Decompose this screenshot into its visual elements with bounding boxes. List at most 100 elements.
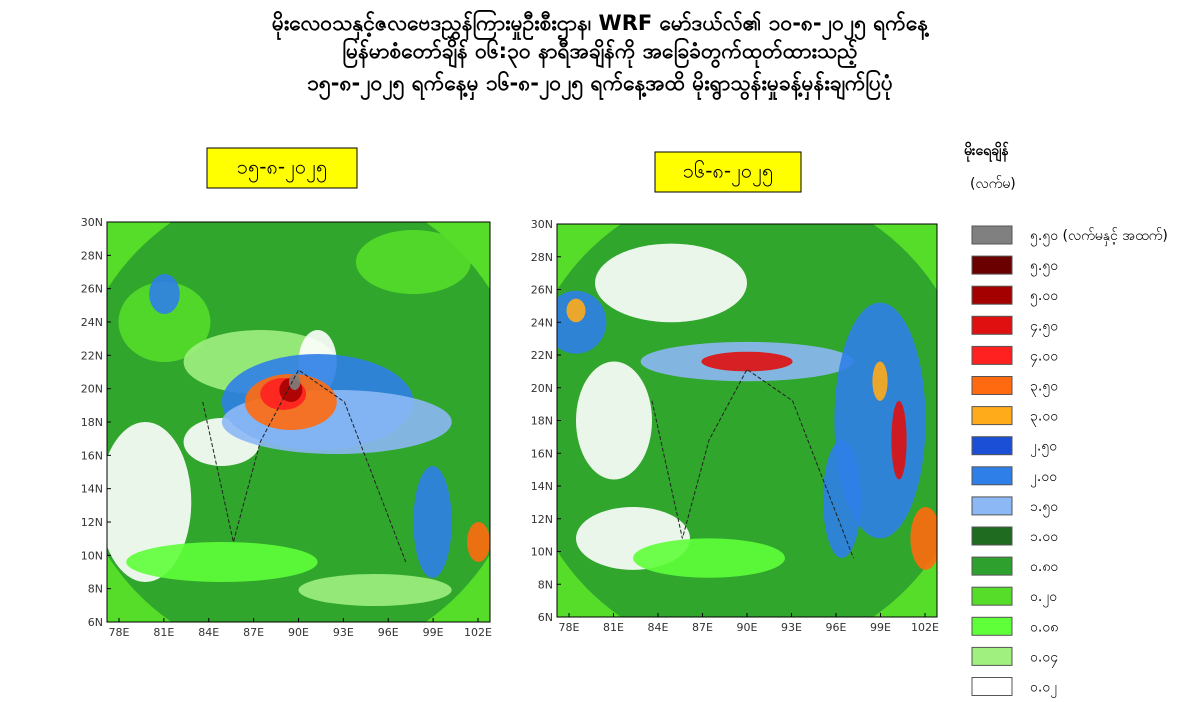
x-tick-label: 87E — [692, 621, 713, 634]
y-tick-label: 12N — [531, 513, 553, 526]
x-tick-label: 81E — [603, 621, 624, 634]
y-tick-label: 30N — [81, 216, 103, 229]
x-tick-label: 99E — [423, 626, 444, 639]
y-tick-label: 6N — [538, 611, 553, 624]
legend-swatch — [971, 616, 1013, 636]
legend-swatch — [971, 496, 1013, 516]
rain-area — [891, 400, 907, 480]
legend-swatch — [971, 255, 1013, 275]
legend-label: ၁.၅၀ — [1030, 499, 1058, 517]
map-field — [557, 224, 937, 617]
legend-label: ၅.၅၀ — [1030, 258, 1058, 276]
y-tick-label: 26N — [531, 284, 553, 297]
x-tick-label: 81E — [153, 626, 174, 639]
rain-area — [107, 422, 192, 582]
x-tick-label: 84E — [648, 621, 669, 634]
x-tick-label: 102E — [464, 626, 492, 639]
rain-area — [566, 298, 586, 323]
legend-label: ၃.၀၀ — [1030, 409, 1058, 427]
x-tick-label: 93E — [333, 626, 354, 639]
legend-swatch — [971, 315, 1013, 335]
x-tick-label: 78E — [109, 626, 130, 639]
legend-swatch — [971, 285, 1013, 305]
legend-swatch — [971, 586, 1013, 606]
rain-area — [467, 522, 490, 562]
legend-swatch — [971, 526, 1013, 546]
rain-area — [298, 574, 452, 606]
legend-swatch — [971, 646, 1013, 666]
rain-area — [355, 230, 471, 294]
rain-area — [288, 374, 301, 390]
rain-area — [633, 538, 785, 578]
legend-label: ၀.၀၈ — [1030, 619, 1058, 635]
legend-label: ၁.၀၀ — [1030, 529, 1058, 545]
y-tick-label: 26N — [81, 283, 103, 296]
rain-area — [823, 440, 861, 559]
y-tick-label: 8N — [88, 583, 103, 596]
legend-swatch — [971, 376, 1013, 395]
y-tick-label: 28N — [81, 249, 103, 262]
legend-label: ၀.၂၀ — [1030, 589, 1057, 607]
y-tick-label: 8N — [538, 578, 553, 591]
map-field — [107, 222, 490, 622]
legend-swatch — [971, 345, 1013, 365]
y-tick-label: 22N — [531, 349, 553, 362]
legend-unit: (လက်မ) — [970, 176, 1016, 192]
y-tick-label: 20N — [531, 382, 553, 395]
y-tick-label: 20N — [81, 383, 103, 396]
legend-swatch — [971, 406, 1013, 426]
title-line: မြန်မာစံတော်ချိန် ၀၆:၃၀ နာရီအချိန်ကို အခ… — [342, 36, 857, 69]
y-tick-label: 10N — [81, 549, 103, 562]
legend-label: ၄.၀၀ — [1030, 348, 1058, 366]
y-tick-label: 22N — [81, 349, 103, 362]
y-tick-label: 16N — [81, 449, 103, 462]
coastline — [651, 368, 854, 559]
x-tick-label: 90E — [737, 621, 758, 634]
legend-label: ၄.၅၀ — [1030, 318, 1058, 336]
legend-label: ၀.၀၄ — [1030, 649, 1058, 667]
y-tick-label: 14N — [81, 483, 103, 496]
rain-area — [872, 361, 888, 401]
y-tick-label: 14N — [531, 480, 553, 493]
legend-label: ၂.၅၀ — [1030, 439, 1057, 457]
title-line: မိုးလေဝသနှင့်ဇလဗေဒညွှန်ကြားမှုဦးစီးဌာန၊ … — [272, 8, 931, 41]
legend-swatch — [971, 225, 1013, 245]
y-tick-label: 30N — [531, 218, 553, 231]
rain-area — [126, 542, 318, 582]
legend-swatch — [971, 556, 1013, 576]
y-tick-label: 6N — [88, 616, 103, 629]
x-tick-label: 90E — [288, 626, 309, 639]
legend-label: ၀.၀၂ — [1030, 680, 1057, 698]
rain-area — [413, 466, 452, 578]
legend-label: ၅.၅၀ (လက်မနှင့် အထက်) — [1030, 228, 1168, 246]
legend-swatch — [971, 436, 1013, 456]
date-box — [206, 147, 358, 189]
legend-swatch — [971, 466, 1013, 486]
legend-swatch — [971, 677, 1013, 696]
x-tick-label: 87E — [243, 626, 264, 639]
x-tick-label: 78E — [559, 621, 580, 634]
x-tick-label: 96E — [378, 626, 399, 639]
legend-label: ၂.၀၀ — [1030, 469, 1057, 487]
y-tick-label: 12N — [81, 516, 103, 529]
legend-label: ၅.၀၀ — [1030, 288, 1058, 306]
x-tick-label: 99E — [870, 621, 891, 634]
y-tick-label: 16N — [531, 447, 553, 460]
date-box — [654, 151, 802, 193]
y-tick-label: 28N — [531, 251, 553, 264]
title-line: ၁၅-၈-၂၀၂၅ ရက်နေ့မှ ၁၆-၈-၂၀၂၅ ရက်နေ့အထိ မ… — [307, 68, 893, 101]
legend-label: ၀.၈၀ — [1030, 559, 1058, 575]
x-tick-label: 102E — [911, 621, 939, 634]
x-tick-label: 84E — [198, 626, 219, 639]
rain-area — [701, 351, 793, 372]
y-tick-label: 10N — [531, 546, 553, 559]
legend-title: မိုးရေချိန် — [964, 142, 1009, 162]
y-tick-label: 18N — [81, 416, 103, 429]
rain-area — [149, 274, 180, 314]
date-label: ၁၆-၈-၂၀၂၅ — [683, 159, 774, 187]
rain-area — [576, 361, 652, 480]
legend-label: ၃.၅၀ — [1030, 379, 1058, 397]
rain-area — [595, 243, 747, 323]
y-tick-label: 24N — [81, 316, 103, 329]
